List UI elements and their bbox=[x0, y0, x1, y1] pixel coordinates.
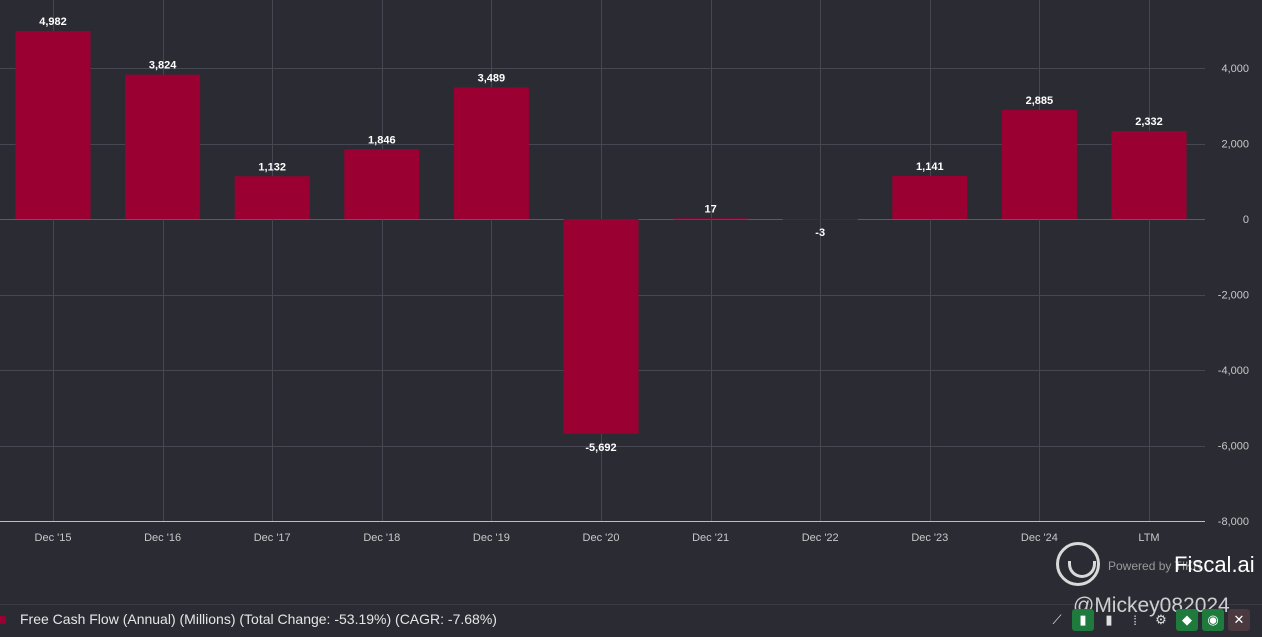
legend-series-marker bbox=[0, 616, 6, 624]
bar bbox=[15, 30, 91, 219]
data-label: 1,132 bbox=[258, 161, 286, 173]
data-label: 1,846 bbox=[368, 134, 396, 146]
legend-bar bbox=[0, 604, 1262, 637]
x-tick-label: Dec '22 bbox=[802, 532, 839, 544]
x-axis-tick-labels: Dec '15 Dec '16 Dec '17 Dec '18 Dec '19 Dec '… bbox=[35, 532, 1160, 544]
y-tick-label: -4,000 bbox=[1218, 365, 1249, 377]
y-tick-label: 0 bbox=[1243, 214, 1249, 226]
x-tick-label: Dec '24 bbox=[1021, 532, 1058, 544]
x-tick-label: Dec '19 bbox=[473, 532, 510, 544]
data-label: 4,982 bbox=[39, 16, 67, 28]
chart-toolbar: ⟋ ▮ ▮ ⁞ ⚙ ◆ ◉ ✕ bbox=[1046, 608, 1250, 632]
bar bbox=[1001, 110, 1077, 219]
eye-icon[interactable]: ◉ bbox=[1202, 609, 1224, 631]
gear-icon[interactable]: ⚙ bbox=[1155, 612, 1167, 627]
data-label: -3 bbox=[815, 227, 825, 239]
y-tick-label: -2,000 bbox=[1218, 290, 1249, 302]
x-tick-label: Dec '16 bbox=[144, 532, 181, 544]
x-tick-label: Dec '17 bbox=[254, 532, 291, 544]
x-tick-label: Dec '21 bbox=[692, 532, 729, 544]
x-tick-label: Dec '20 bbox=[583, 532, 620, 544]
brand-name: Fiscal.ai bbox=[1174, 552, 1255, 577]
tiger-logo-icon bbox=[1056, 542, 1100, 586]
close-icon[interactable]: ✕ bbox=[1228, 609, 1250, 631]
data-label: 2,332 bbox=[1135, 116, 1163, 128]
bars-layer bbox=[15, 30, 1187, 434]
y-axis-tick-labels: -8,000 -6,000 -4,000 -2,000 0 2,000 4,000 bbox=[1218, 63, 1249, 528]
bar bbox=[673, 218, 749, 220]
y-tick-label: 4,000 bbox=[1221, 63, 1249, 75]
y-tick-label: -6,000 bbox=[1218, 441, 1249, 453]
data-label: 17 bbox=[704, 203, 716, 215]
x-tick-label: LTM bbox=[1138, 532, 1159, 544]
bar bbox=[234, 176, 310, 219]
x-tick-label: Dec '23 bbox=[911, 532, 948, 544]
y-tick-label: 2,000 bbox=[1221, 139, 1249, 151]
free-cash-flow-chart: 4,982 3,824 1,132 1,846 3,489 -5,692 17 -3 1,141… bbox=[0, 0, 1249, 544]
bar bbox=[563, 219, 639, 434]
tag-icon[interactable]: ◆ bbox=[1176, 609, 1198, 631]
bar bbox=[892, 175, 968, 219]
column-chart-icon[interactable]: ▮ bbox=[1105, 612, 1113, 627]
x-tick-label: Dec '18 bbox=[363, 532, 400, 544]
powered-by-text: Powered by TIKR bbox=[1108, 559, 1202, 573]
bar-chart-icon[interactable]: ▮ bbox=[1072, 609, 1094, 631]
bar bbox=[125, 74, 201, 219]
y-tick-label: -8,000 bbox=[1218, 516, 1249, 528]
legend-series-label[interactable]: Free Cash Flow (Annual) (Millions) (Tota… bbox=[20, 611, 497, 627]
data-labels-layer: 4,982 3,824 1,132 1,846 3,489 -5,692 17 -3 1,141… bbox=[39, 16, 1163, 454]
data-label: 3,824 bbox=[149, 60, 177, 72]
fiscal-ai-branding: Powered by TIKR Fiscal.ai bbox=[1056, 542, 1262, 590]
bar bbox=[344, 149, 420, 219]
data-label: 3,489 bbox=[478, 72, 506, 84]
more-icon[interactable]: ⁞ bbox=[1133, 612, 1137, 628]
data-label: 2,885 bbox=[1026, 95, 1054, 107]
x-tick-label: Dec '15 bbox=[35, 532, 72, 544]
bar bbox=[1111, 130, 1187, 219]
trend-line-icon[interactable]: ⟋ bbox=[1052, 612, 1062, 627]
bar bbox=[453, 87, 529, 219]
data-label: -5,692 bbox=[585, 442, 616, 454]
data-label: 1,141 bbox=[916, 161, 944, 173]
bar bbox=[782, 219, 858, 220]
